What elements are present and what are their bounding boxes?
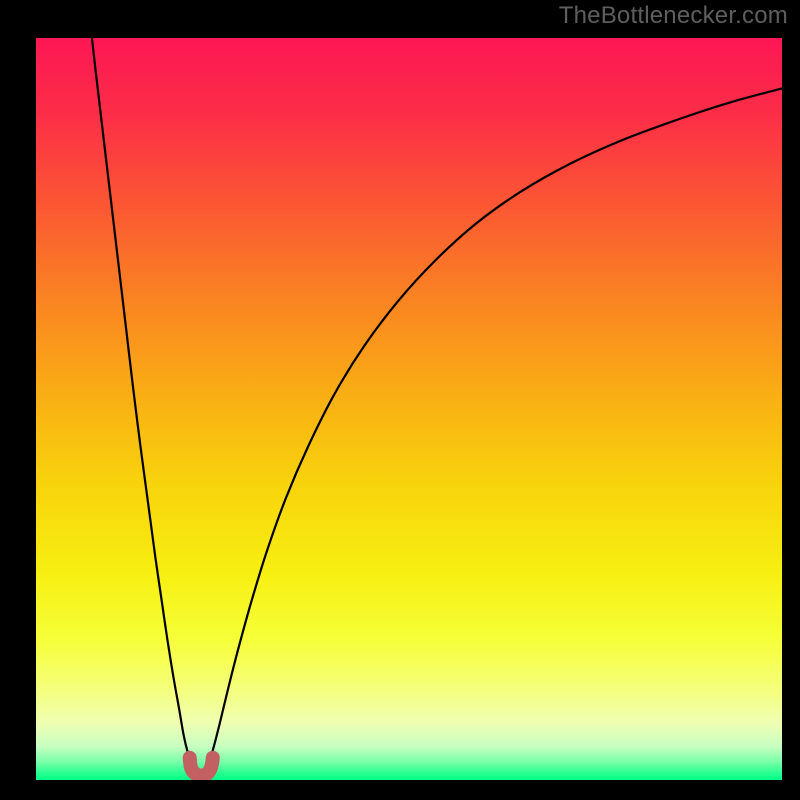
curve-right: [208, 88, 782, 765]
stage: TheBottlenecker.com: [0, 0, 800, 800]
marker-band: [190, 758, 213, 776]
curve-left: [92, 38, 192, 765]
curve-layer: [36, 38, 782, 780]
plot-area: [28, 30, 790, 788]
watermark-text: TheBottlenecker.com: [559, 2, 788, 30]
